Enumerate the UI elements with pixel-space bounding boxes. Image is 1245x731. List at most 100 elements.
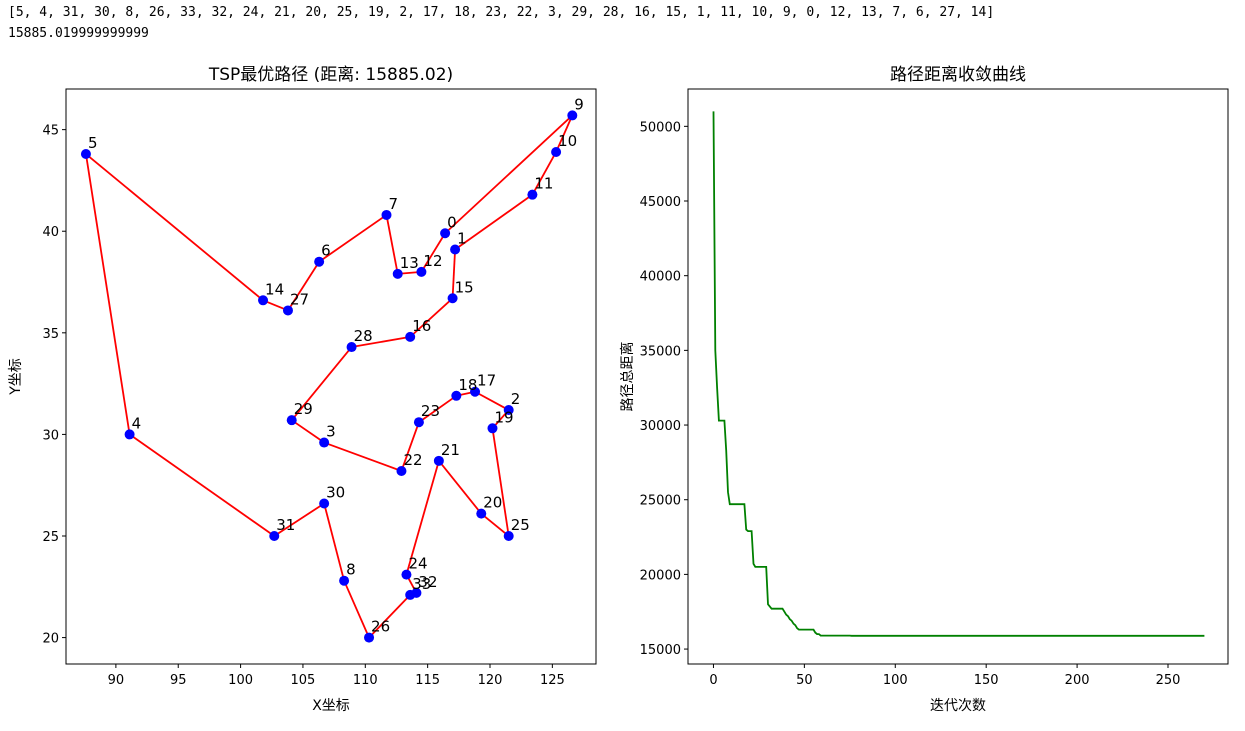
tsp-y-axis-label: Y坐标 — [8, 358, 24, 396]
x-tick-label: 50 — [796, 673, 813, 688]
route-segment — [454, 193, 533, 251]
route-segment — [385, 214, 399, 275]
tsp-chart-title: TSP最优路径 (距离: 15885.02) — [208, 65, 453, 85]
route-segment — [291, 419, 325, 444]
route-segment — [400, 421, 420, 472]
city-label-15: 15 — [455, 278, 474, 296]
city-label-28: 28 — [354, 327, 373, 345]
x-tick-label: 150 — [974, 673, 999, 688]
route-segment — [555, 115, 574, 153]
x-tick-label: 105 — [291, 673, 316, 688]
route-segment — [343, 580, 370, 638]
city-label-23: 23 — [421, 402, 440, 420]
y-tick-label: 45000 — [640, 195, 681, 210]
convergence-axis-ticks: 0 50 100 150 200 250 15000 20000 25000 30000 35000… — [640, 120, 1181, 688]
city-point-12 — [416, 266, 427, 277]
route-segment — [85, 153, 131, 435]
y-tick-label: 35000 — [640, 344, 681, 359]
x-tick-label: 100 — [228, 673, 253, 688]
city-point-24 — [401, 569, 412, 580]
route-segment — [480, 512, 510, 537]
route-segment — [405, 460, 440, 575]
city-label-11: 11 — [534, 175, 553, 193]
city-point-14 — [258, 295, 269, 306]
city-point-0 — [440, 228, 451, 239]
route-segment — [351, 335, 411, 348]
city-label-4: 4 — [132, 414, 142, 432]
x-tick-label: 115 — [415, 673, 440, 688]
city-point-22 — [396, 465, 407, 476]
city-label-7: 7 — [388, 195, 398, 213]
city-point-29 — [286, 415, 297, 426]
city-label-17: 17 — [477, 372, 496, 390]
distance-output-text: 15885.019999999999 — [8, 26, 149, 41]
city-label-29: 29 — [294, 400, 313, 418]
city-point-8 — [339, 575, 350, 586]
city-point-5 — [80, 149, 91, 160]
convergence-series-line — [712, 111, 1205, 637]
city-label-8: 8 — [346, 561, 356, 579]
city-point-4 — [124, 429, 135, 440]
city-point-31 — [269, 530, 280, 541]
route-output-text: [5, 4, 31, 30, 8, 26, 33, 32, 24, 21, 20… — [8, 5, 995, 20]
y-tick-label: 50000 — [640, 120, 681, 135]
x-tick-label: 200 — [1065, 673, 1090, 688]
city-label-20: 20 — [483, 494, 502, 512]
city-point-18 — [451, 390, 462, 401]
city-point-16 — [405, 331, 416, 342]
city-label-24: 24 — [408, 555, 427, 573]
route-segment — [531, 151, 557, 196]
y-tick-label: 20000 — [640, 568, 681, 583]
city-point-11 — [527, 189, 538, 200]
city-point-23 — [413, 417, 424, 428]
x-tick-label: 90 — [108, 673, 125, 688]
city-label-26: 26 — [371, 618, 390, 636]
city-label-30: 30 — [326, 483, 345, 501]
city-point-28 — [346, 342, 357, 353]
route-segment — [491, 428, 510, 537]
city-point-33 — [405, 589, 416, 600]
city-label-16: 16 — [412, 317, 431, 335]
route-segment — [85, 153, 264, 302]
route-segment — [291, 346, 353, 421]
tsp-city-points — [80, 110, 578, 643]
y-tick-label: 40 — [42, 225, 59, 240]
city-label-32: 32 — [418, 573, 437, 591]
x-tick-label: 100 — [883, 673, 908, 688]
route-segment — [129, 433, 275, 537]
route-segment — [368, 594, 411, 639]
route-segment — [273, 502, 325, 537]
city-point-15 — [447, 293, 458, 304]
city-label-5: 5 — [88, 134, 98, 152]
city-point-25 — [503, 530, 514, 541]
convergence-chart: 路径距离收敛曲线 迭代次数 路径总距离 0 50 100 150 200 250 15000… — [619, 65, 1229, 714]
city-label-9: 9 — [574, 95, 584, 113]
city-point-17 — [470, 386, 481, 397]
route-segment — [420, 232, 446, 273]
route-segment — [451, 249, 456, 299]
route-segment — [438, 460, 482, 515]
convergence-chart-title: 路径距离收敛曲线 — [890, 65, 1026, 85]
city-label-13: 13 — [400, 254, 419, 272]
tsp-plot-frame — [65, 88, 597, 665]
city-point-6 — [314, 256, 325, 267]
y-tick-label: 35 — [42, 327, 59, 342]
city-point-13 — [392, 268, 403, 279]
city-label-10: 10 — [558, 132, 577, 150]
x-tick-label: 250 — [1156, 673, 1181, 688]
city-label-12: 12 — [423, 252, 442, 270]
city-label-31: 31 — [276, 516, 295, 534]
city-label-33: 33 — [412, 575, 431, 593]
city-point-9 — [567, 110, 578, 121]
city-point-27 — [282, 305, 293, 316]
route-segment — [409, 297, 454, 338]
tsp-route-chart: TSP最优路径 (距离: 15885.02) X坐标 Y坐标 90 95 100 10… — [8, 65, 597, 714]
city-label-27: 27 — [290, 290, 309, 308]
y-tick-label: 40000 — [640, 270, 681, 285]
city-label-21: 21 — [441, 441, 460, 459]
x-tick-label: 95 — [170, 673, 187, 688]
city-label-0: 0 — [447, 213, 457, 231]
route-segment — [323, 503, 345, 581]
route-segment — [474, 390, 510, 411]
